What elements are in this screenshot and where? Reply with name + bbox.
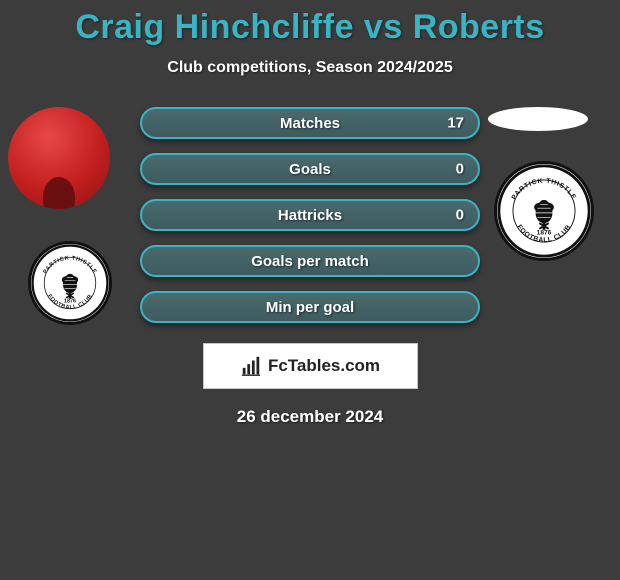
page-subtitle: Club competitions, Season 2024/2025: [0, 59, 620, 77]
stat-label: Goals per match: [251, 253, 369, 270]
bar-chart-icon: [240, 355, 262, 377]
stats-list: Matches 17 Goals 0 Hattricks 0 Goals per…: [140, 107, 480, 323]
page-title: Craig Hinchcliffe vs Roberts: [0, 0, 620, 47]
stat-right-value: 0: [456, 207, 464, 224]
stat-row-mpg: Min per goal: [140, 291, 480, 323]
stat-row-hattricks: Hattricks 0: [140, 199, 480, 231]
stat-label: Matches: [280, 115, 340, 132]
stat-row-gpm: Goals per match: [140, 245, 480, 277]
comparison-block: PARTICK THISTLE FOOTBALL CLUB 1876: [0, 107, 620, 427]
partick-thistle-crest-icon: PARTICK THISTLE FOOTBALL CLUB 1876: [31, 244, 109, 322]
stat-right-value: 0: [456, 161, 464, 178]
brand-text: FcTables.com: [268, 356, 380, 376]
stat-row-goals: Goals 0: [140, 153, 480, 185]
brand-badge[interactable]: FcTables.com: [203, 343, 418, 389]
comparison-date: 26 december 2024: [0, 407, 620, 427]
svg-text:1876: 1876: [537, 230, 552, 237]
stat-label: Goals: [289, 161, 331, 178]
player-left-avatar: [8, 107, 110, 209]
svg-text:1876: 1876: [64, 299, 76, 305]
stat-row-matches: Matches 17: [140, 107, 480, 139]
stat-label: Min per goal: [266, 299, 354, 316]
player-left-crest: PARTICK THISTLE FOOTBALL CLUB 1876: [28, 241, 112, 325]
stat-label: Hattricks: [278, 207, 342, 224]
player-right-avatar: [488, 107, 588, 131]
stat-right-value: 17: [447, 115, 464, 132]
player-right-crest: PARTICK THISTLE FOOTBALL CLUB 1876: [494, 161, 594, 261]
partick-thistle-crest-icon: PARTICK THISTLE FOOTBALL CLUB 1876: [497, 164, 591, 258]
